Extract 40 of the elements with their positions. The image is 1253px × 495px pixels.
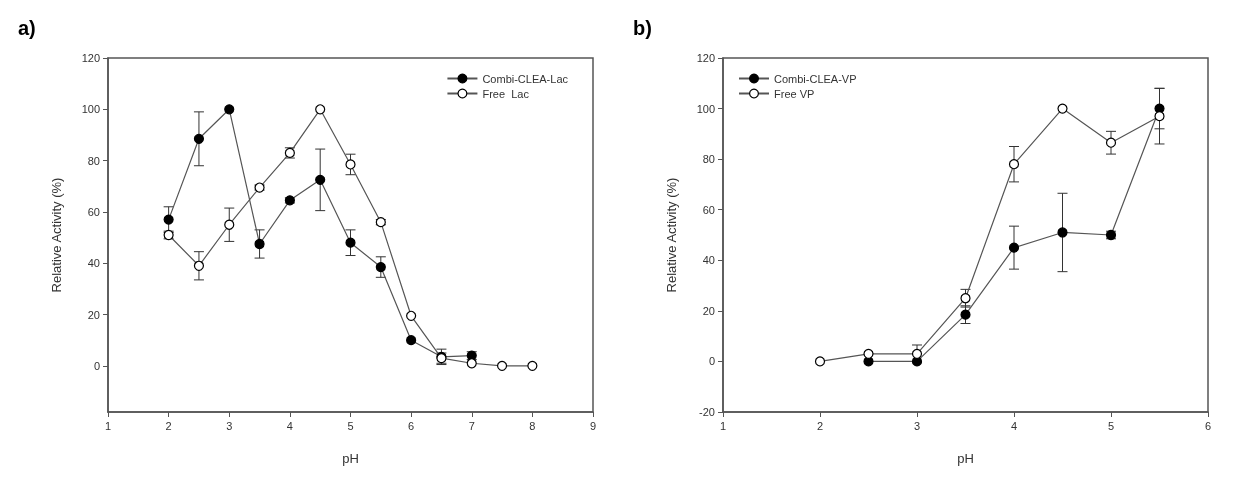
y-tick-label: 20 <box>702 304 715 317</box>
y-tick-label: 80 <box>87 154 100 167</box>
x-tick-label: 2 <box>816 419 824 432</box>
x-axis-title: pH <box>957 451 974 466</box>
y-tick-label: -20 <box>699 406 715 418</box>
x-tick-label: 1 <box>104 419 112 432</box>
y-tick-label: 0 <box>708 355 715 368</box>
y-axis-title: Relative Activity (%) <box>664 177 679 293</box>
x-tick-label: 6 <box>1204 419 1212 432</box>
x-tick-label: 8 <box>529 419 536 432</box>
y-tick-label: 20 <box>87 308 100 321</box>
x-tick-label: 4 <box>1010 419 1018 432</box>
y-tick-label: 60 <box>702 203 715 216</box>
x-tick-label: 1 <box>719 419 727 432</box>
y-axis-title: Relative Activity (%) <box>49 177 64 293</box>
y-tick-label: 80 <box>702 153 715 166</box>
y-tick-label: 0 <box>93 359 100 372</box>
x-tick-label: 6 <box>408 419 415 432</box>
legend-label: Free Lac <box>482 87 530 100</box>
x-tick-label: 9 <box>589 419 597 432</box>
y-tick-label: 100 <box>696 102 715 115</box>
y-tick-label: 40 <box>702 254 715 267</box>
x-tick-label: 3 <box>913 419 921 432</box>
x-axis-title: pH <box>342 451 359 466</box>
y-tick-label: 40 <box>87 257 100 270</box>
legend-label: Combi-CLEA-VP <box>774 72 857 85</box>
chart-title: a) <box>18 17 36 39</box>
x-tick-label: 5 <box>347 419 354 432</box>
y-tick-label: 100 <box>81 103 100 116</box>
x-tick-label: 7 <box>468 419 475 432</box>
x-tick-label: 2 <box>165 419 172 432</box>
x-tick-label: 5 <box>1107 419 1115 432</box>
x-tick-label: 4 <box>286 419 293 432</box>
legend-label: Free VP <box>774 87 815 100</box>
y-tick-label: 60 <box>87 205 100 218</box>
x-tick-label: 3 <box>226 419 233 432</box>
y-tick-label: 120 <box>81 52 100 64</box>
chart-title: b) <box>633 17 652 39</box>
y-tick-label: 120 <box>696 52 715 64</box>
legend-label: Combi-CLEA-Lac <box>482 72 569 85</box>
